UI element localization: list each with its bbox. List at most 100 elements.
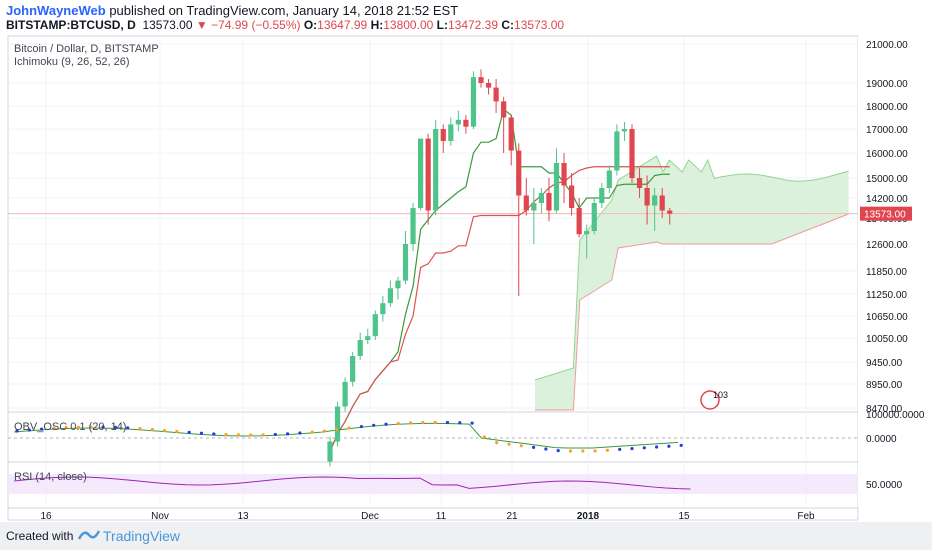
obv-signal-dot — [384, 422, 388, 426]
candle-body — [334, 406, 341, 442]
time-tick-label: 16 — [40, 511, 52, 522]
ohlc-line: BITSTAMP:BTCUSD, D 13573.00 ▼ −74.99 (−0… — [6, 18, 564, 32]
senkou-span-a — [534, 155, 849, 381]
created-with-text: Created with — [6, 529, 74, 543]
price-tick-label: 17000.00 — [866, 125, 908, 136]
rsi-label: RSI (14, close) — [14, 471, 87, 483]
price-tick-label: 9450.00 — [866, 358, 903, 369]
candle-body — [448, 124, 454, 141]
obv-signal-dot — [519, 444, 523, 448]
obv-signal-dot — [618, 447, 622, 451]
candle-body — [342, 381, 348, 407]
open-value: 13647.99 — [317, 18, 368, 32]
last-price: 13573.00 — [142, 18, 193, 32]
author-link[interactable]: JohnWayneWeb — [6, 3, 106, 18]
candle-body — [501, 101, 507, 118]
candle-body — [395, 280, 401, 289]
obv-signal-dot — [581, 449, 585, 453]
rsi-band — [8, 474, 858, 494]
candle-body — [659, 195, 665, 211]
candle-body — [402, 244, 409, 281]
time-axis-pane[interactable] — [7, 507, 859, 521]
chart-header: JohnWayneWeb published on TradingView.co… — [0, 0, 932, 34]
time-tick-label: 2018 — [577, 511, 600, 522]
obv-signal-dot — [495, 441, 499, 445]
obv-signal-dot — [224, 432, 228, 437]
candle-body — [523, 195, 529, 211]
candle-body — [621, 129, 628, 132]
obv-signal-dot — [396, 421, 400, 426]
obv-signal-dot — [544, 447, 548, 451]
obv-signal-dot — [655, 445, 659, 449]
candle-body — [380, 303, 386, 315]
candle-body — [372, 314, 378, 337]
candle-body — [546, 193, 552, 211]
obv-signal-dot — [458, 421, 462, 425]
obv-signal-dot — [89, 425, 93, 429]
obv-tick-label: 0.0000 — [866, 434, 897, 445]
obv-signal-dot — [482, 435, 486, 439]
obv-signal-dot — [372, 423, 376, 427]
obv-signal-dot — [421, 420, 425, 425]
obv-signal-dot — [593, 449, 597, 453]
obv-series: 100000.0000 0.0000 — [8, 410, 925, 453]
candle-body — [576, 208, 582, 235]
alert-badge[interactable]: 103 — [700, 390, 728, 410]
obv-signal-dot — [359, 424, 363, 429]
obv-signal-dot — [236, 433, 240, 437]
price-axis-pane[interactable] — [858, 36, 932, 508]
obv-signal-dot — [667, 444, 671, 448]
obv-signal-dot — [187, 430, 191, 435]
obv-signal-dot — [679, 443, 683, 447]
time-tick-label: 15 — [678, 511, 690, 522]
candle-body — [327, 441, 333, 462]
obv-signal-dot — [433, 420, 437, 425]
candle-body — [493, 87, 499, 102]
candle-body — [350, 356, 356, 382]
obv-signal-dot — [347, 426, 351, 430]
candle-body — [463, 119, 469, 127]
candle-body — [636, 178, 643, 188]
tradingview-brand-link[interactable]: TradingView — [103, 528, 181, 544]
high-label: H: — [370, 18, 384, 32]
candle-body — [591, 203, 597, 231]
symbol-label: BITSTAMP:BTCUSD, D — [6, 18, 136, 32]
obv-signal-dot — [64, 426, 68, 430]
obv-signal-dot — [249, 433, 253, 437]
obv-signal-dot — [101, 425, 105, 429]
obv-signal-dot — [642, 446, 646, 450]
price-chart[interactable]: 100000.0000 0.0000 50.0000 21000.00 19000.… — [0, 34, 932, 522]
tradingview-logo-icon[interactable] — [78, 527, 100, 543]
obv-label: OBV_OSC 0.1 (20, 14) — [14, 421, 127, 433]
footer-bar: Created with TradingView — [0, 522, 932, 550]
price-tick-label: 21000.00 — [866, 40, 908, 51]
obv-signal-dot — [27, 428, 31, 432]
candle-body — [455, 119, 461, 125]
senkou-span-b — [535, 213, 849, 411]
obv-signal-dot — [445, 420, 450, 425]
obv-signal-dot — [273, 432, 277, 437]
open-label: O: — [303, 18, 318, 32]
obv-signal-dot — [15, 429, 19, 433]
time-tick-label: 21 — [506, 511, 518, 522]
candle-body — [538, 193, 544, 203]
candle-body — [644, 188, 650, 206]
candle-body — [606, 170, 612, 188]
obv-signal-dot — [150, 427, 154, 432]
time-axis: 16 Nov 13 Dec 11 21 2018 15 Feb — [40, 511, 815, 522]
time-tick-label: Nov — [151, 511, 169, 522]
rsi-tick-label: 50.0000 — [866, 480, 903, 491]
obv-signal-dot — [199, 431, 204, 435]
price-tick-label: 15000.00 — [866, 174, 908, 185]
candle-body — [470, 77, 477, 127]
candlesticks — [327, 69, 673, 467]
candle-body — [365, 336, 371, 340]
obv-signal-dot — [532, 445, 536, 449]
time-tick-label: Dec — [361, 511, 379, 522]
candle-body — [553, 163, 560, 211]
obv-pane[interactable] — [7, 411, 859, 463]
price-change: ▼ −74.99 (−0.55%) — [195, 18, 301, 32]
obv-signal-dot — [409, 421, 413, 425]
candle-body — [425, 138, 431, 211]
price-tick-label: 10050.00 — [866, 334, 908, 345]
